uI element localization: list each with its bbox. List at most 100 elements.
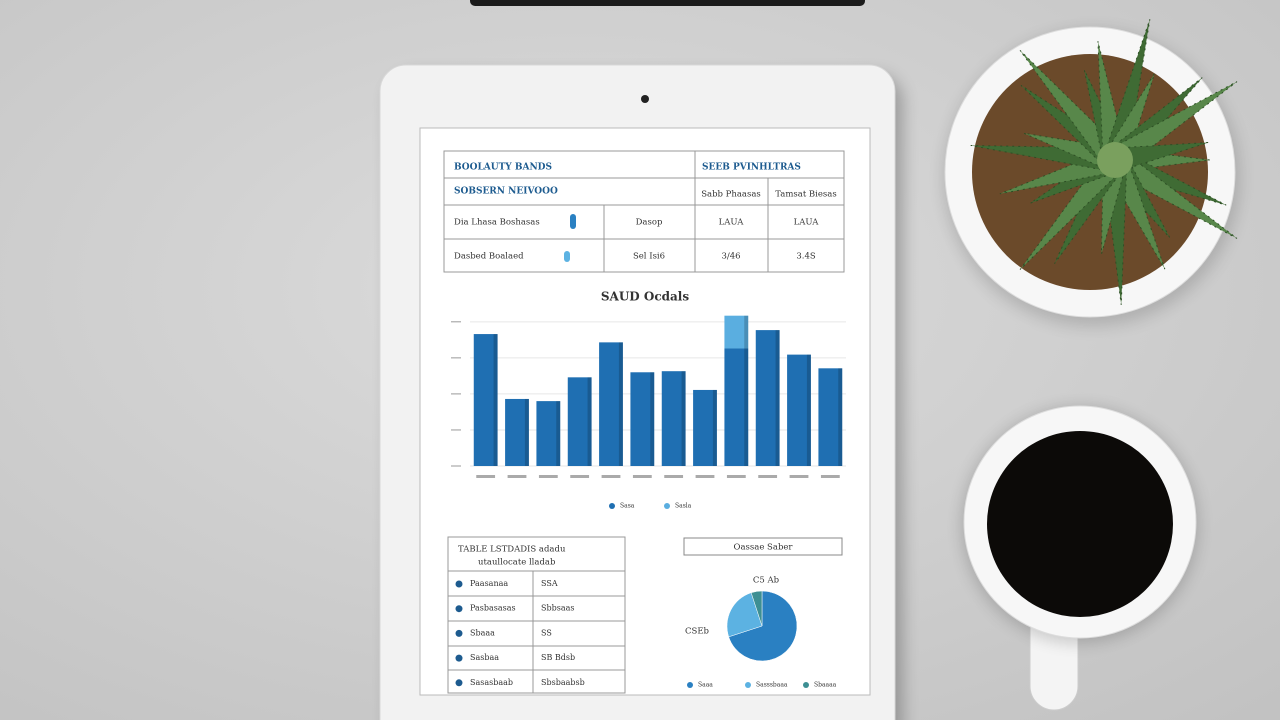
legend-label: Sbaaaa: [814, 682, 837, 689]
bar-side: [681, 371, 686, 466]
bar-side: [524, 398, 529, 466]
cell: SSA: [541, 579, 558, 588]
succulent: [970, 19, 1238, 305]
bar: [724, 315, 749, 349]
bar: [630, 372, 655, 466]
bar: [505, 398, 529, 466]
cell: Dasop: [636, 218, 663, 228]
bullet: [455, 679, 463, 687]
bar: [473, 334, 498, 466]
cell: Sasbaa: [470, 653, 499, 662]
x-label-placeholder: [820, 475, 840, 478]
leaf: [1102, 19, 1151, 164]
bar: [661, 371, 686, 466]
bar-side: [493, 334, 498, 466]
legend-marker: [687, 682, 693, 688]
bar-side: [744, 315, 749, 349]
pie-slice: [750, 590, 763, 627]
bar-side: [650, 372, 655, 466]
cell: LAUA: [794, 218, 820, 228]
bar-side: [806, 354, 811, 466]
pie-slice: [726, 592, 763, 638]
leaf: [1023, 132, 1120, 173]
top-table: [443, 150, 845, 273]
bar: [755, 330, 780, 466]
chart-title: SAUD Ocdals: [601, 290, 690, 304]
bar-side: [587, 377, 592, 466]
x-label-placeholder: [476, 475, 496, 478]
cell: Sbbsaas: [541, 604, 574, 613]
pie-label: C5 Ab: [753, 576, 780, 586]
rosette: [1097, 142, 1133, 178]
cell: Pasbasasas: [470, 604, 516, 613]
bar: [787, 354, 811, 466]
cell: Sabb Phaasas: [701, 190, 761, 200]
icon: [570, 214, 576, 229]
bar-side: [838, 368, 843, 466]
legend-marker: [664, 503, 670, 509]
bar: [599, 342, 623, 466]
bar: [724, 348, 749, 466]
cell: Sasasbaab: [470, 678, 513, 687]
legend-label: Sasssbaaa: [756, 682, 788, 689]
cell: 3/46: [721, 252, 740, 262]
bar-side: [556, 401, 561, 466]
pie-label: CSEb: [685, 627, 710, 637]
x-label-placeholder: [570, 475, 590, 478]
cell: LAUA: [719, 218, 745, 228]
cell: Dia Lhasa Boshasas: [454, 218, 540, 228]
camera: [641, 95, 649, 103]
bullet: [455, 605, 463, 613]
bar-side: [744, 348, 749, 466]
legend-marker: [803, 682, 809, 688]
icon: [564, 251, 570, 262]
legend-label: Sasla: [675, 503, 692, 510]
x-label-placeholder: [789, 475, 809, 478]
pie-title-box: [683, 537, 843, 556]
bar: [818, 368, 843, 466]
bar-side: [618, 342, 623, 466]
cell: SS: [541, 628, 552, 637]
leaf: [1107, 149, 1238, 239]
cell: Sbaaa: [470, 628, 495, 637]
bar: [693, 389, 717, 466]
bullet: [455, 629, 463, 637]
list-table: [447, 536, 626, 694]
bullet: [455, 654, 463, 662]
x-label-placeholder: [726, 475, 746, 478]
cell: 3.4S: [796, 252, 816, 262]
pie-title: Oassae Saber: [734, 543, 794, 553]
pie-chart: Saaa Sasssbaaa Sbaaaa: [687, 590, 837, 689]
cell: Sel Isi6: [633, 252, 665, 262]
cell: Sbsbaabsb: [541, 678, 585, 687]
x-label-placeholder: [538, 475, 558, 478]
cell: SEEB PVINHLTRAS: [702, 163, 801, 173]
cell: SOBSERN NEIVOOO: [454, 187, 558, 197]
bar: [567, 377, 592, 466]
pie-slice: [728, 590, 798, 662]
cell: Dasbed Boalaed: [454, 252, 524, 262]
x-label-placeholder: [664, 475, 684, 478]
cell: Tamsat Biesas: [775, 190, 836, 200]
bar-side: [775, 330, 780, 466]
x-label-placeholder: [632, 475, 652, 478]
list-rows: Paasanaa SSA Pasbasasas Sbbsaas Sbaaa SS Sasba…: [455, 579, 585, 687]
bar-chart: Sasa Sasla: [451, 315, 846, 510]
legend-label: Saaa: [698, 682, 713, 689]
bar-side: [712, 389, 717, 466]
legend-marker: [609, 503, 615, 509]
table-header: utaullocate lladab: [478, 558, 556, 568]
leaf: [1112, 141, 1209, 173]
table-header: TABLE LSTDADIS adadu: [458, 545, 566, 555]
x-label-placeholder: [758, 475, 778, 478]
leaf: [1019, 151, 1125, 270]
legend-marker: [745, 682, 751, 688]
leaf: [1019, 50, 1125, 169]
coffee: [987, 431, 1173, 617]
cell: Paasanaa: [470, 579, 508, 588]
x-label-placeholder: [695, 475, 715, 478]
bar: [536, 401, 561, 466]
x-label-placeholder: [507, 475, 527, 478]
